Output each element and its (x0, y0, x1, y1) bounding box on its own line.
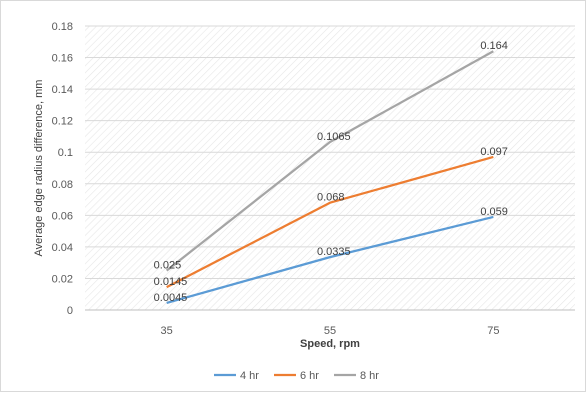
data-label: 0.059 (480, 206, 508, 218)
y-tick-label: 0.08 (52, 179, 73, 191)
data-label: 0.164 (480, 40, 508, 52)
data-label: 0.0335 (317, 246, 351, 258)
y-tick-label: 0.02 (52, 273, 73, 285)
plot-area-background (85, 26, 575, 310)
y-tick-label: 0.18 (52, 21, 73, 33)
data-label: 0.0145 (154, 276, 188, 288)
x-tick-label: 55 (324, 325, 336, 337)
legend-label: 6 hr (300, 370, 319, 382)
x-axis-label: Speed, rpm (300, 338, 360, 350)
series-line (165, 50, 494, 272)
data-label: 0.025 (154, 260, 182, 272)
legend: 4 hr 6 hr 8 hr (214, 370, 379, 382)
legend-label: 4 hr (240, 370, 259, 382)
data-label: 0.1065 (317, 131, 351, 143)
data-label: 0.097 (480, 146, 508, 158)
x-tick-label: 35 (161, 325, 173, 337)
data-label: 0.0045 (154, 292, 188, 304)
x-tick-label: 75 (487, 325, 499, 337)
y-tick-label: 0.04 (52, 242, 73, 254)
y-tick-label: 0.12 (52, 116, 73, 128)
y-tick-label: 0.14 (52, 84, 73, 96)
legend-label: 8 hr (360, 370, 379, 382)
data-label: 0.068 (317, 192, 345, 204)
series-line (166, 215, 494, 304)
y-tick-label: 0 (67, 305, 73, 317)
y-tick-label: 0.16 (52, 53, 73, 65)
y-axis-label: Average edge radius difference, mm (33, 80, 45, 257)
y-tick-label: 0.1 (58, 147, 73, 159)
y-tick-label: 0.06 (52, 210, 73, 222)
series-line (166, 155, 494, 289)
